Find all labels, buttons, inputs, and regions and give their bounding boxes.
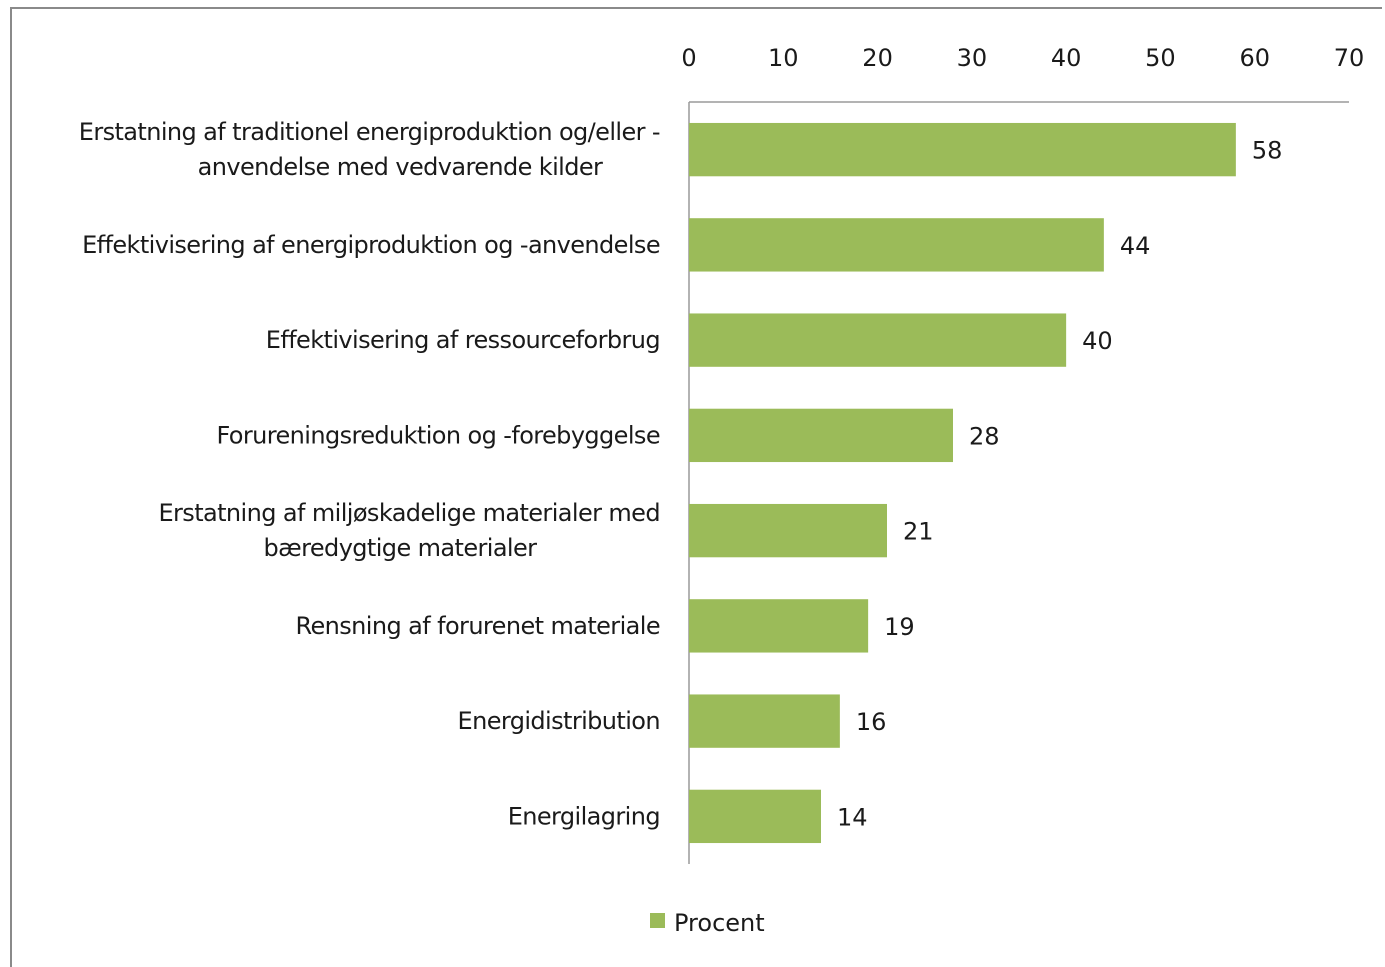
category-label: bæredygtige materialer: [264, 534, 538, 562]
category-label: Effektivisering af ressourceforbrug: [266, 326, 660, 354]
category-label: Rensning af forurenet materiale: [296, 612, 661, 640]
bar: [689, 122, 1236, 177]
x-tick-label: 50: [1145, 44, 1176, 72]
x-tick-label: 0: [681, 44, 696, 72]
data-label: 40: [1082, 327, 1113, 355]
data-label: 16: [856, 708, 887, 736]
legend-swatch: [650, 913, 665, 928]
bar: [689, 789, 821, 844]
category-labels: Erstatning af traditionel energiprodukti…: [79, 118, 661, 830]
x-tick-label: 40: [1051, 44, 1082, 72]
x-tick-label: 20: [862, 44, 893, 72]
x-tick-label: 10: [768, 44, 799, 72]
data-labels: 58 44 40 28 21 19 16 14: [837, 137, 1282, 832]
x-tick-label: 70: [1334, 44, 1365, 72]
x-tick-label: 30: [957, 44, 988, 72]
category-label: Erstatning af traditionel energiprodukti…: [79, 118, 660, 146]
category-label: Energidistribution: [458, 707, 660, 735]
category-label: Erstatning af miljøskadelige materialer …: [158, 499, 660, 527]
bar: [689, 503, 887, 558]
x-axis-ticks: 0 10 20 30 40 50 60 70: [681, 44, 1364, 72]
category-label: Effektivisering af energiproduktion og -…: [82, 231, 660, 259]
axes: [688, 101, 1349, 864]
data-label: 44: [1120, 232, 1151, 260]
data-label: 19: [884, 613, 915, 641]
legend-label: Procent: [674, 909, 765, 937]
bars: [689, 122, 1236, 844]
category-label: Energilagring: [508, 802, 660, 830]
data-label: 21: [903, 518, 934, 546]
bar: [689, 218, 1104, 272]
x-tick-label: 60: [1239, 44, 1270, 72]
bar: [689, 599, 869, 653]
bar: [689, 313, 1067, 367]
category-label: anvendelse med vedvarende kilder: [198, 153, 603, 181]
category-label: Forureningsreduktion og -forebyggelse: [216, 421, 660, 449]
bar: [689, 694, 840, 748]
data-label: 28: [969, 422, 1000, 450]
bar: [689, 408, 953, 463]
legend: Procent: [650, 909, 765, 937]
data-label: 58: [1252, 137, 1283, 165]
data-label: 14: [837, 803, 868, 831]
